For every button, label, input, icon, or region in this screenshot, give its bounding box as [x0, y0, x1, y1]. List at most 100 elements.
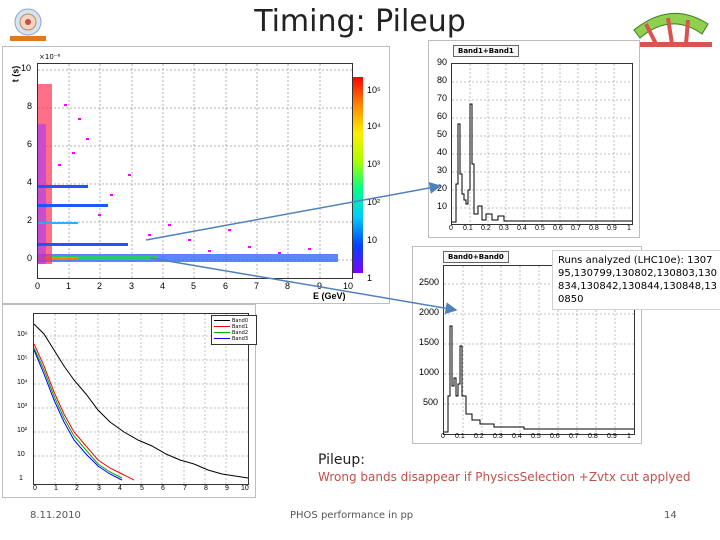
- bands-x-tick: 4: [118, 485, 122, 492]
- heatmap-x-tick: 9: [317, 281, 323, 291]
- legend-swatch: [214, 332, 230, 333]
- heatmap-colorbar: [353, 77, 363, 273]
- heatmap-y-tick: 0: [27, 253, 33, 263]
- band1-x-tick: 0.1: [463, 225, 473, 232]
- page-number: 14: [664, 510, 677, 521]
- band1-y-tick: 20: [437, 183, 448, 193]
- heatmap-xlabel: E (GeV): [313, 291, 346, 301]
- band1-y-tick: 40: [437, 147, 448, 157]
- colorbar-tick: 1: [367, 273, 373, 283]
- band1-y-tick: 60: [437, 111, 448, 121]
- colorbar-tick: 10: [367, 235, 378, 245]
- legend-label: Band2: [232, 330, 249, 336]
- band1-x-tick: 0.8: [589, 225, 599, 232]
- heatmap-y-tick: 4: [27, 177, 33, 187]
- band0-y-tick: 2000: [419, 307, 440, 317]
- colorbar-tick: 10²: [367, 197, 381, 207]
- bands-x-tick: 1: [54, 485, 58, 492]
- band1-frame: [451, 63, 633, 225]
- band0-x-tick: 0: [441, 433, 445, 440]
- band1-x-tick: 1: [627, 225, 631, 232]
- bands-y-tick: 10: [17, 451, 25, 458]
- legend-swatch: [214, 338, 230, 339]
- bands-x-tick: 9: [225, 485, 229, 492]
- bands-x-tick: 7: [183, 485, 187, 492]
- heatmap-panel: t (s) ×10⁻⁶: [2, 46, 390, 304]
- heatmap-x-tick: 2: [97, 281, 103, 291]
- pileup-heading: Pileup:: [318, 452, 366, 468]
- heatmap-x-tick: 4: [160, 281, 166, 291]
- band0-y-tick: 1000: [419, 367, 440, 377]
- bands-x-tick: 10: [241, 485, 249, 492]
- bands-y-tick: 10⁶: [17, 331, 28, 338]
- heatmap-x-tick: 5: [191, 281, 197, 291]
- band1-y-tick: 50: [437, 129, 448, 139]
- heatmap-y-tick: 6: [27, 139, 33, 149]
- bands-legend: Band0 Band1 Band2 Band3: [211, 315, 257, 345]
- band1-x-tick: 0.3: [499, 225, 509, 232]
- bands-y-tick: 10²: [17, 427, 28, 434]
- colorbar-tick: 10⁵: [367, 85, 381, 95]
- legend-swatch: [214, 320, 230, 321]
- bands-y-tick: 10³: [17, 403, 28, 410]
- band0-x-tick: 0.9: [607, 433, 617, 440]
- band0-panel: Band0+Band0 500 1000 1500 2000 2500 0 0.…: [412, 246, 642, 444]
- band0-x-tick: 0.5: [531, 433, 541, 440]
- bands-y-tick: 1: [19, 475, 23, 482]
- band1-x-tick: 0.9: [607, 225, 617, 232]
- band1-title: Band1+Band1: [453, 45, 519, 57]
- heatmap-x-tick: 7: [254, 281, 260, 291]
- heatmap-x-tick: 3: [129, 281, 135, 291]
- band1-x-tick: 0.2: [481, 225, 491, 232]
- band0-x-tick: 0.2: [474, 433, 484, 440]
- legend-item: Band0: [214, 318, 254, 324]
- colorbar-tick: 10⁴: [367, 121, 381, 131]
- band1-y-tick: 80: [437, 75, 448, 85]
- band0-y-tick: 500: [423, 397, 439, 407]
- bands-x-tick: 3: [97, 485, 101, 492]
- bands-x-tick: 6: [161, 485, 165, 492]
- heatmap-x-tick: 6: [223, 281, 229, 291]
- legend-item: Band1: [214, 324, 254, 330]
- bands-x-tick: 0: [33, 485, 37, 492]
- heatmap-y-tick: 2: [27, 215, 33, 225]
- heatmap-x-tick: 1: [66, 281, 72, 291]
- footer-date: 8.11.2010: [30, 510, 81, 521]
- heatmap-x-tick: 8: [285, 281, 291, 291]
- band1-x-tick: 0: [449, 225, 453, 232]
- band1-x-tick: 0.4: [517, 225, 527, 232]
- band0-y-tick: 1500: [419, 337, 440, 347]
- heatmap-y-tick: 10: [21, 63, 32, 73]
- heatmap-x-tick: 0: [35, 281, 41, 291]
- heatmap-exponent: ×10⁻⁶: [39, 53, 61, 61]
- band0-y-tick: 2500: [419, 277, 440, 287]
- heatmap-x-tick: 10: [343, 281, 354, 291]
- runs-note: Runs analyzed (LHC10e): 130795,130799,13…: [552, 250, 720, 310]
- band1-panel: Band1+Band1 10 20 30 40 50 60 70 80 90 0…: [428, 40, 640, 238]
- band0-x-tick: 0.1: [455, 433, 465, 440]
- band0-x-tick: 0.6: [550, 433, 560, 440]
- bands-y-tick: 10⁴: [17, 379, 28, 386]
- legend-swatch: [214, 326, 230, 327]
- heatmap-ylabel: t (s): [10, 65, 21, 83]
- bands-panel: Band0 Band1 Band2 Band3 1 10 10² 10³ 10⁴…: [2, 304, 257, 498]
- legend-item: Band2: [214, 330, 254, 336]
- band0-x-tick: 0.3: [493, 433, 503, 440]
- band0-title: Band0+Band0: [443, 251, 509, 263]
- band1-y-tick: 10: [437, 201, 448, 211]
- bands-x-tick: 8: [204, 485, 208, 492]
- phos-detector-icon: [626, 4, 716, 54]
- bands-x-tick: 2: [75, 485, 79, 492]
- heatmap-frame: [37, 63, 353, 279]
- band0-x-tick: 1: [627, 433, 631, 440]
- band1-x-tick: 0.7: [571, 225, 581, 232]
- pileup-text: Wrong bands disappear if PhysicsSelectio…: [318, 470, 691, 484]
- band0-x-tick: 0.7: [569, 433, 579, 440]
- band1-y-tick: 90: [437, 57, 448, 67]
- legend-label: Band0: [232, 318, 249, 324]
- slide-title: Timing: Pileup: [254, 4, 466, 39]
- band1-y-tick: 30: [437, 165, 448, 175]
- legend-label: Band1: [232, 324, 249, 330]
- bands-x-tick: 5: [140, 485, 144, 492]
- legend-item: Band3: [214, 336, 254, 342]
